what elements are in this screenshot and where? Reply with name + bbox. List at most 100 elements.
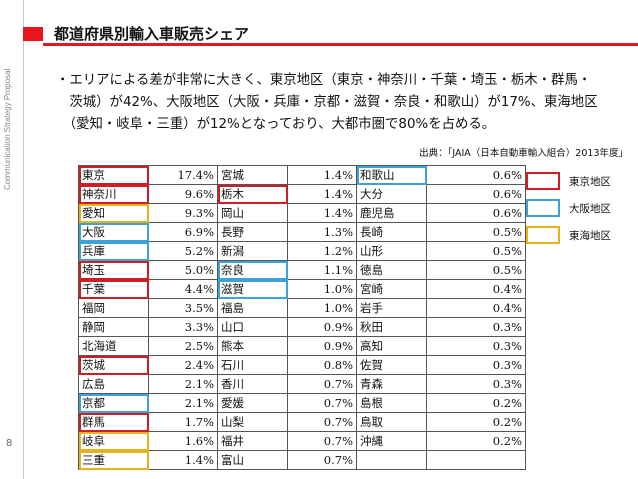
share-cell: 0.7% — [287, 450, 357, 470]
share-cell: 1.1% — [287, 260, 357, 280]
table-row: 東京 17.4% 宮城 1.4% 和歌山 0.6% — [78, 165, 526, 185]
share-cell: 2.5% — [148, 336, 218, 356]
table-row: 茨城 2.4% 石川 0.8% 佐賀 0.3% — [78, 355, 526, 375]
table-row: 神奈川 9.6% 栃木 1.4% 大分 0.6% — [78, 184, 526, 204]
share-cell: 1.0% — [287, 279, 357, 299]
prefecture-cell: 高知 — [356, 336, 427, 356]
share-cell: 0.4% — [426, 279, 526, 299]
prefecture-cell: 石川 — [217, 355, 288, 375]
share-cell: 2.4% — [148, 355, 218, 375]
share-cell: 0.2% — [426, 412, 526, 432]
share-cell: 2.1% — [148, 374, 218, 394]
prefecture-cell: 佐賀 — [356, 355, 427, 375]
prefecture-share-table: 東京 17.4% 宮城 1.4% 和歌山 0.6% 神奈川 9.6% 栃木 1.4% 大分 0.6% 愛… — [78, 165, 526, 470]
prefecture-cell: 広島 — [78, 374, 149, 394]
legend-swatch-yellow — [526, 226, 560, 244]
table-row: 三重 1.4% 富山 0.7% — [78, 450, 526, 470]
share-cell: 5.0% — [148, 260, 218, 280]
page-number: 8 — [6, 438, 13, 449]
prefecture-cell: 兵庫 — [78, 241, 149, 261]
share-cell: 1.2% — [287, 241, 357, 261]
prefecture-cell: 沖縄 — [356, 431, 427, 451]
prefecture-cell: 宮崎 — [356, 279, 427, 299]
prefecture-cell: 岩手 — [356, 298, 427, 318]
share-cell: 1.0% — [287, 298, 357, 318]
share-cell: 0.6% — [426, 165, 526, 185]
legend-swatch-blue — [526, 199, 560, 217]
prefecture-cell: 三重 — [78, 450, 149, 470]
legend-item-tokai: 東海地区 — [526, 226, 638, 246]
share-cell: 3.3% — [148, 317, 218, 337]
share-cell: 1.4% — [287, 203, 357, 223]
prefecture-cell: 岐阜 — [78, 431, 149, 451]
prefecture-cell: 北海道 — [78, 336, 149, 356]
share-cell: 1.6% — [148, 431, 218, 451]
share-cell: 1.4% — [148, 450, 218, 470]
empty-cell — [426, 450, 526, 470]
summary-line: 茨城）が42%、大阪地区（大阪・兵庫・京都・滋賀・奈良・和歌山）が17%、東海地… — [56, 95, 598, 110]
prefecture-cell: 東京 — [78, 165, 149, 185]
table-row: 北海道 2.5% 熊本 0.9% 高知 0.3% — [78, 336, 526, 356]
prefecture-cell: 大分 — [356, 184, 427, 204]
share-cell: 3.5% — [148, 298, 218, 318]
table-row: 兵庫 5.2% 新潟 1.2% 山形 0.5% — [78, 241, 526, 261]
prefecture-cell: 徳島 — [356, 260, 427, 280]
prefecture-cell: 神奈川 — [78, 184, 149, 204]
share-cell: 5.2% — [148, 241, 218, 261]
share-cell: 0.3% — [426, 374, 526, 394]
share-cell: 1.7% — [148, 412, 218, 432]
prefecture-cell: 青森 — [356, 374, 427, 394]
prefecture-cell: 京都 — [78, 393, 149, 413]
empty-cell — [356, 450, 427, 470]
prefecture-cell: 福岡 — [78, 298, 149, 318]
table-row: 岐阜 1.6% 福井 0.7% 沖縄 0.2% — [78, 431, 526, 451]
share-cell: 0.7% — [287, 412, 357, 432]
prefecture-cell: 栃木 — [217, 184, 288, 204]
table-row: 埼玉 5.0% 奈良 1.1% 徳島 0.5% — [78, 260, 526, 280]
table-row: 大阪 6.9% 長野 1.3% 長崎 0.5% — [78, 222, 526, 242]
share-cell: 0.7% — [287, 431, 357, 451]
legend-item-tokyo: 東京地区 — [526, 172, 638, 192]
share-cell: 0.2% — [426, 431, 526, 451]
share-cell: 9.3% — [148, 203, 218, 223]
legend-label: 東海地区 — [569, 230, 611, 242]
prefecture-cell: 愛媛 — [217, 393, 288, 413]
side-label: Communication Strategy Proposal — [3, 68, 12, 190]
prefecture-cell: 山形 — [356, 241, 427, 261]
share-cell: 0.6% — [426, 203, 526, 223]
prefecture-cell: 岡山 — [217, 203, 288, 223]
share-cell: 9.6% — [148, 184, 218, 204]
prefecture-cell: 熊本 — [217, 336, 288, 356]
share-cell: 0.5% — [426, 260, 526, 280]
prefecture-cell: 群馬 — [78, 412, 149, 432]
prefecture-cell: 愛知 — [78, 203, 149, 223]
page-title: 都道府県別輸入車販売シェア — [54, 25, 250, 43]
prefecture-cell: 奈良 — [217, 260, 288, 280]
prefecture-cell: 長野 — [217, 222, 288, 242]
prefecture-cell: 長崎 — [356, 222, 427, 242]
share-cell: 2.1% — [148, 393, 218, 413]
prefecture-cell: 埼玉 — [78, 260, 149, 280]
prefecture-cell: 千葉 — [78, 279, 149, 299]
share-cell: 0.5% — [426, 222, 526, 242]
prefecture-cell: 富山 — [217, 450, 288, 470]
share-cell: 0.3% — [426, 355, 526, 375]
title-rule — [43, 43, 638, 46]
share-cell: 6.9% — [148, 222, 218, 242]
table-row: 静岡 3.3% 山口 0.9% 秋田 0.3% — [78, 317, 526, 337]
share-cell: 0.6% — [426, 184, 526, 204]
summary-line: ・エリアによる差が非常に大きく、東京地区（東京・神奈川・千葉・埼玉・栃木・群馬・ — [56, 73, 592, 88]
prefecture-cell: 鹿児島 — [356, 203, 427, 223]
share-cell: 0.7% — [287, 393, 357, 413]
share-cell: 1.4% — [287, 165, 357, 185]
share-cell: 0.3% — [426, 317, 526, 337]
share-cell: 17.4% — [148, 165, 218, 185]
prefecture-cell: 茨城 — [78, 355, 149, 375]
prefecture-cell: 大阪 — [78, 222, 149, 242]
share-cell: 0.7% — [287, 374, 357, 394]
table-row: 群馬 1.7% 山梨 0.7% 鳥取 0.2% — [78, 412, 526, 432]
legend-item-osaka: 大阪地区 — [526, 199, 638, 219]
prefecture-cell: 宮城 — [217, 165, 288, 185]
prefecture-cell: 島根 — [356, 393, 427, 413]
table-row: 愛知 9.3% 岡山 1.4% 鹿児島 0.6% — [78, 203, 526, 223]
